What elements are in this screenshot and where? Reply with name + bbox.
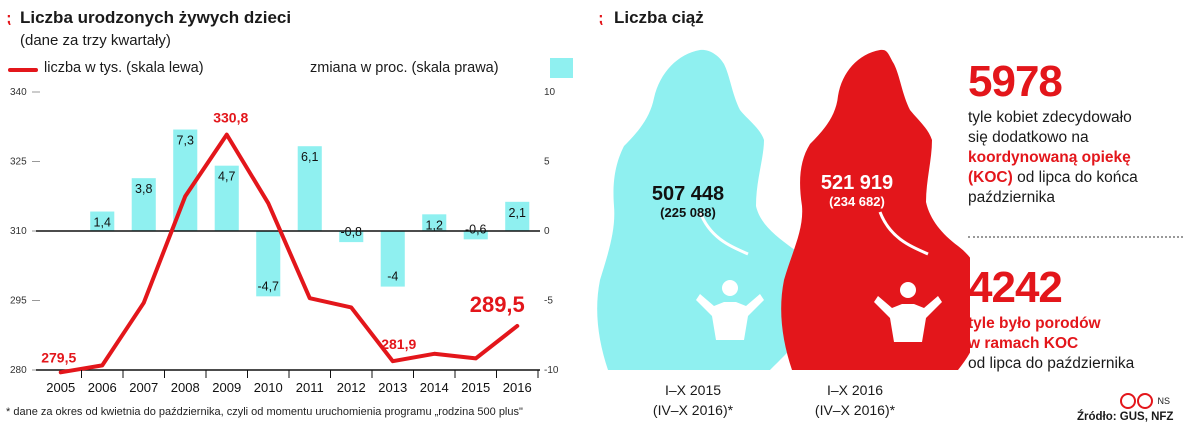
y-right-tick: 10 [544, 87, 556, 98]
period-2015-line2: (IV–X 2016)* [652, 402, 734, 418]
stat2-line1: tyle było porodów [968, 315, 1101, 332]
bar-label-2011: 6,1 [301, 150, 318, 164]
bar-label-2009: 4,7 [218, 170, 235, 184]
cc-icon [1120, 392, 1136, 409]
y-right-tick: -5 [544, 296, 553, 307]
chart-subtitle: (dane za trzy kwartały) [20, 32, 171, 49]
point-label-2009: 330,8 [213, 110, 248, 126]
stat1-koc: (KOC) [968, 169, 1013, 186]
bar-2016 [505, 201, 530, 231]
point-label-2005: 279,5 [41, 349, 76, 365]
legend-line-swatch [8, 68, 38, 72]
x-tick-2014: 2014 [420, 380, 449, 395]
bar-2006 [90, 211, 115, 231]
pregnancy-silhouettes [597, 49, 970, 370]
x-tick-2013: 2013 [378, 380, 407, 395]
bar-2009 [214, 165, 239, 231]
bar-2015 [463, 231, 488, 240]
bar-label-2007: 3,8 [135, 182, 152, 196]
birth-chart: 1,4 3,8 7,3 4,7 -4,7 6,1 -0,8 -4 1,2 -0,6 2,1 279,… [10, 87, 559, 395]
pregnancy-title: Liczba ciąż [614, 8, 704, 27]
arm-2016 [878, 211, 929, 256]
x-tick-2012: 2012 [337, 380, 366, 395]
x-tick-2010: 2010 [254, 380, 283, 395]
bar-2010 [256, 231, 281, 297]
stat1-line2: się dodatkowo na [968, 129, 1089, 146]
copyright-icon [1137, 392, 1153, 409]
point-label-2013: 281,9 [381, 336, 416, 352]
bar-2014 [422, 214, 447, 231]
pregnant-silhouette-2015 [597, 49, 818, 370]
stat2-text: tyle było porodów w ramach KOC od lipca … [968, 314, 1193, 374]
credit: NS [1120, 392, 1170, 410]
bar-label-2012: -0,8 [340, 225, 362, 239]
bar-2011 [297, 146, 322, 231]
stat2-line3: od lipca do października [968, 355, 1135, 372]
bar-2012 [339, 231, 364, 243]
period-2015-line1: I–X 2015 [664, 382, 722, 398]
point-label-2016: 289,5 [470, 292, 525, 317]
bar-2013 [380, 231, 405, 287]
x-tick-2009: 2009 [212, 380, 241, 395]
stat1-text: tyle kobiet zdecydowało się dodatkowo na… [968, 108, 1193, 208]
bar-label-2006: 1,4 [94, 216, 111, 230]
stat1-number: 5978 [968, 57, 1063, 106]
y-left-tick: 325 [10, 157, 27, 168]
y-right-tick: -10 [544, 365, 559, 376]
x-tick-2006: 2006 [88, 380, 117, 395]
period-2016-line2: (IV–X 2016)* [814, 402, 896, 418]
x-tick-2008: 2008 [171, 380, 200, 395]
stat1-line5: października [968, 189, 1056, 206]
value-2016-block: 521 919 (234 682) [797, 172, 917, 210]
value-2015-block: 507 448 (225 088) [628, 183, 748, 221]
y-left-tick: 310 [10, 226, 27, 237]
chart-title: Liczba urodzonych żywych dzieci [20, 8, 292, 27]
legend-bar-swatch [550, 58, 573, 78]
pregnant-silhouette-2016 [781, 49, 970, 370]
value-2016: 521 919 [820, 172, 894, 194]
title-marker: ⁏ [6, 10, 12, 27]
bar-label-2015: -0,6 [465, 222, 487, 236]
y-left-tick: 340 [10, 87, 27, 98]
bar-label-2008: 7,3 [177, 134, 194, 148]
bar-label-2010: -4,7 [257, 279, 279, 293]
footnote: * dane za okres od kwietnia do październ… [6, 406, 523, 418]
source: Źródło: GUS, NFZ [1077, 411, 1174, 423]
y-left-tick: 280 [10, 365, 27, 376]
y-right-tick: 5 [544, 157, 550, 168]
bar-label-2013: -4 [387, 270, 398, 284]
period-2016-line1: I–X 2016 [826, 382, 884, 398]
stat1-line3: koordynowaną opiekę [968, 149, 1131, 166]
x-tick-2016: 2016 [503, 380, 532, 395]
x-tick-2015: 2015 [461, 380, 490, 395]
legend-bar-label: zmiana w proc. (skala prawa) [310, 60, 499, 76]
arm-2015 [698, 211, 749, 256]
y-right-tick: 0 [544, 226, 550, 237]
baby-icon-2015 [696, 280, 764, 340]
period-2015: I–X 2015 (IV–X 2016)* [638, 380, 748, 420]
stat1-line1: tyle kobiet zdecydowało [968, 109, 1132, 126]
period-2016: I–X 2016 (IV–X 2016)* [800, 380, 910, 420]
bar-label-2014: 1,2 [426, 218, 443, 232]
x-tick-2007: 2007 [129, 380, 158, 395]
x-tick-2005: 2005 [46, 380, 75, 395]
value-2015-sub: (225 088) [660, 205, 716, 220]
births-line [58, 132, 520, 375]
stat2-line2: w ramach KOC [968, 335, 1079, 352]
stat2-number: 4242 [968, 263, 1063, 312]
title-marker-right: ⁏ [598, 10, 604, 27]
value-2015: 507 448 [651, 183, 725, 205]
x-tick-2011: 2011 [296, 380, 324, 395]
value-2016-sub: (234 682) [829, 194, 885, 209]
bar-2007 [131, 178, 156, 231]
credit-initials: NS [1157, 395, 1170, 406]
legend-line-label: liczba w tys. (skala lewa) [44, 60, 204, 76]
stat1-line4: od lipca do końca [1012, 169, 1138, 186]
divider [968, 236, 1183, 238]
baby-icon-2016 [874, 282, 942, 342]
y-left-tick: 295 [10, 296, 27, 307]
bar-label-2016: 2,1 [509, 206, 526, 220]
